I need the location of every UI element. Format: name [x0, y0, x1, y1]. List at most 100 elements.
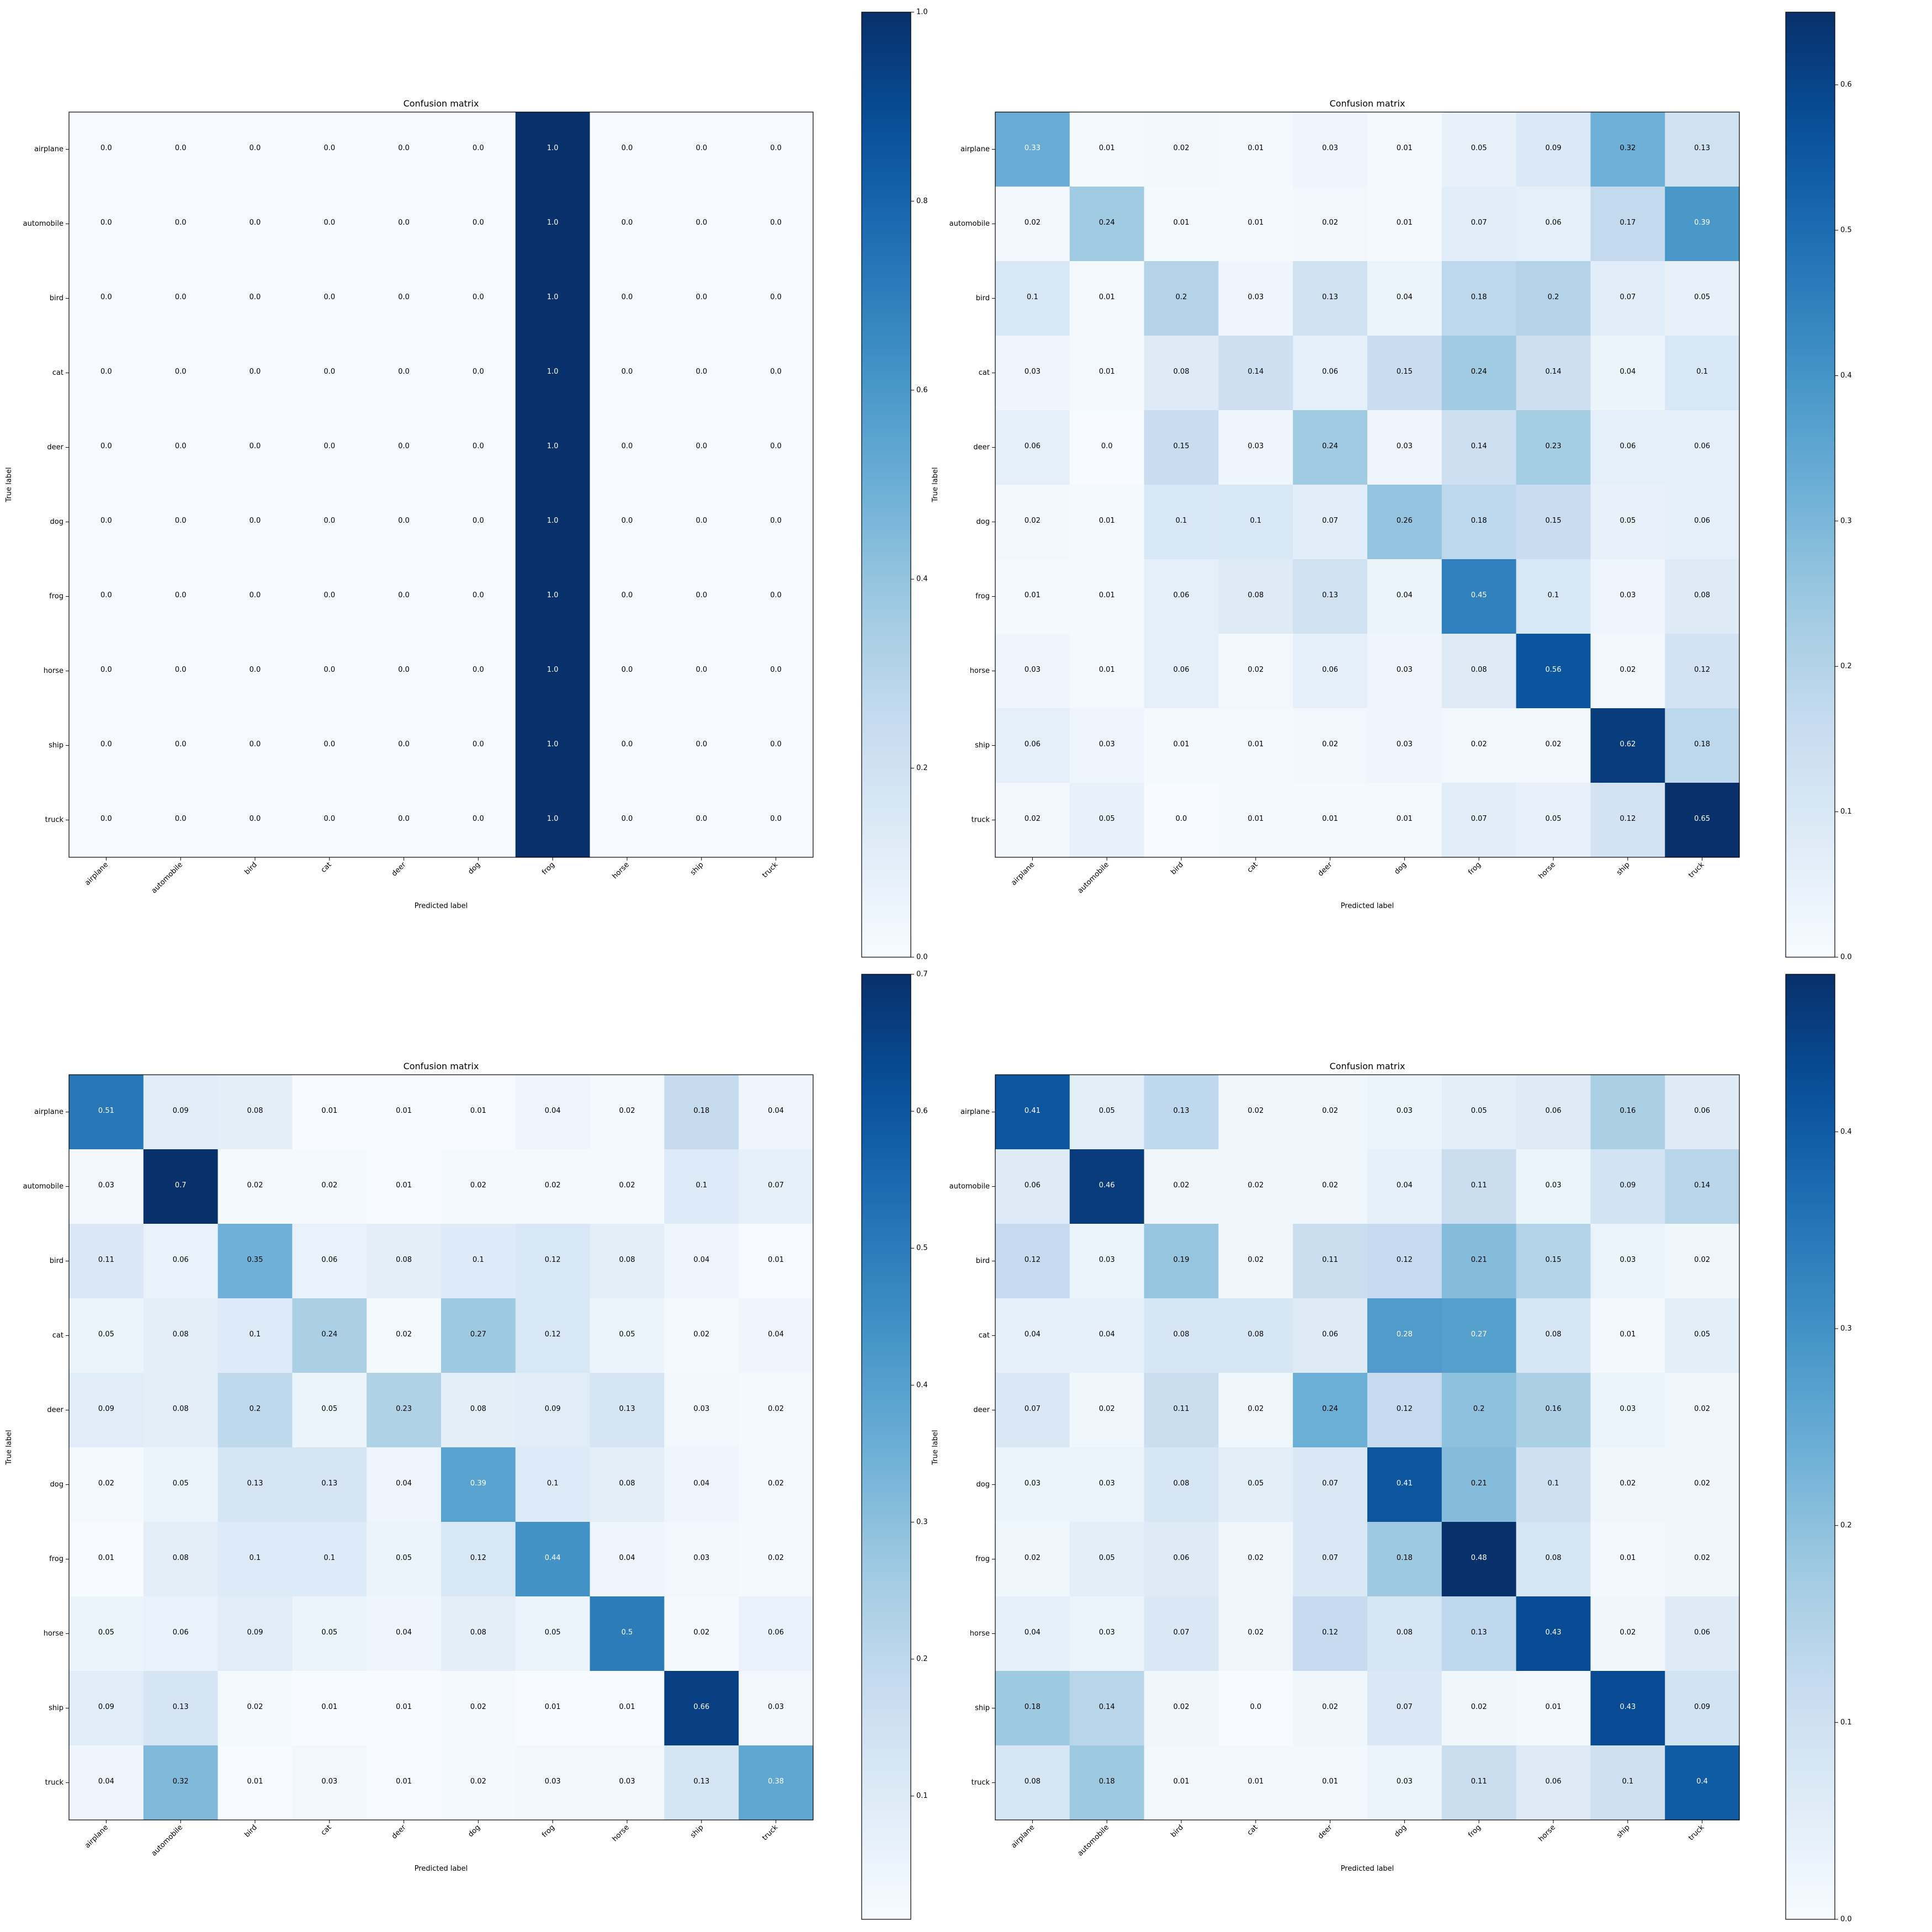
cell-value-label: 0.02: [1025, 517, 1041, 525]
heatmap-cell: [1516, 187, 1591, 262]
colorbar-tick-label: 0.5: [1840, 226, 1852, 235]
heatmap-cell: [441, 1745, 516, 1820]
heatmap-cell: [515, 485, 591, 560]
heatmap-cell: [590, 112, 665, 187]
heatmap-cell: [217, 1298, 293, 1373]
heatmap-cell: [739, 1075, 814, 1150]
cell-value-label: 0.05: [1099, 815, 1115, 823]
heatmap-cell: [1293, 1596, 1368, 1671]
heatmap-cell: [1367, 1447, 1442, 1522]
cell-value-label: 0.12: [1397, 1405, 1413, 1413]
cell-value-label: 0.06: [768, 1628, 784, 1637]
cell-value-label: 0.02: [693, 1330, 709, 1339]
cell-value-label: 0.01: [1174, 219, 1190, 227]
heatmap-cell: [1069, 1447, 1145, 1522]
cell-value-label: 0.05: [396, 1554, 412, 1562]
heatmap-cell: [1516, 1075, 1591, 1150]
cell-value-label: 0.05: [1248, 1479, 1264, 1488]
heatmap-cell: [367, 634, 442, 709]
heatmap-cell: [1665, 1298, 1740, 1373]
cell-value-label: 0.66: [693, 1703, 709, 1711]
heatmap-cell: [1293, 261, 1368, 336]
heatmap-cell: [1069, 1671, 1145, 1746]
heatmap-cell: [1516, 783, 1591, 858]
heatmap-cell: [143, 410, 219, 485]
colorbar: 0.0 0.1 0.2 0.3 0.4 0.5 0.6: [1785, 12, 1852, 962]
heatmap-cell: [1441, 783, 1517, 858]
cell-value-label: 0.05: [321, 1405, 337, 1413]
colorbar-tick-label: 0.1: [1840, 808, 1852, 816]
cell-value-label: 0.0: [250, 591, 261, 599]
cell-value-label: 0.65: [1694, 815, 1710, 823]
heatmap-cell: [1441, 1373, 1517, 1448]
x-tick-label: horse: [611, 1823, 631, 1843]
cell-value-label: 0.0: [398, 144, 410, 152]
cell-value-label: 0.01: [396, 1181, 412, 1190]
cell-value-label: 0.08: [173, 1330, 189, 1339]
x-tick-label: cat: [1246, 1823, 1260, 1837]
heatmap-cell: [1293, 1522, 1368, 1597]
heatmap-cell: [69, 1522, 144, 1597]
cell-value-label: 0.0: [1176, 815, 1187, 823]
y-tick-label: deer: [47, 443, 63, 452]
x-tick-label: ship: [689, 1823, 705, 1840]
cell-value-label: 0.02: [1620, 666, 1636, 674]
heatmap-cell: [367, 485, 442, 560]
heatmap-cell: [590, 187, 665, 262]
cell-value-label: 0.13: [1322, 591, 1338, 599]
cell-value-label: 0.0: [398, 219, 410, 227]
heatmap-cell: [1441, 1075, 1517, 1150]
cell-value-label: 0.0: [696, 591, 707, 599]
heatmap-cell: [1516, 112, 1591, 187]
cell-value-label: 0.0: [696, 666, 707, 674]
cell-value-label: 0.0: [250, 517, 261, 525]
heatmap-cell: [1590, 1075, 1665, 1150]
heatmap-cell: [292, 1596, 367, 1671]
heatmap-cell: [1069, 1075, 1145, 1150]
colorbar-tick-label: 0.7: [916, 970, 928, 979]
x-tick-label: airplane: [1010, 861, 1036, 887]
cell-value-label: 0.0: [473, 442, 484, 450]
cell-value-label: 0.0: [100, 442, 112, 450]
cell-value-label: 0.41: [1397, 1479, 1413, 1488]
cell-value-label: 0.0: [696, 293, 707, 301]
heatmap-cell: [995, 1224, 1070, 1299]
cell-value-label: 0.14: [1471, 442, 1487, 450]
heatmap-cell: [995, 112, 1070, 187]
cell-value-label: 0.08: [1248, 1330, 1264, 1339]
heatmap-cell: [1218, 187, 1293, 262]
heatmap-cell: [1293, 1745, 1368, 1820]
heatmap-cell: [1218, 261, 1293, 336]
heatmap-cell: [292, 559, 367, 634]
cell-value-label: 0.07: [1322, 1554, 1338, 1562]
heatmap-cell: [1590, 1298, 1665, 1373]
cell-value-label: 0.01: [98, 1554, 114, 1562]
cell-value-label: 0.0: [398, 666, 410, 674]
heatmap-cell: [1590, 1224, 1665, 1299]
cell-value-label: 0.04: [1620, 368, 1636, 376]
cell-value-label: 0.15: [1546, 517, 1562, 525]
cell-value-label: 0.15: [1174, 442, 1190, 450]
x-tick-label: dog: [1393, 1823, 1408, 1839]
heatmap-cell: [143, 1149, 219, 1224]
heatmap-cell: [69, 559, 144, 634]
heatmap-cell: [217, 1671, 293, 1746]
cell-value-label: 0.03: [98, 1181, 114, 1190]
x-tick-label: automobile: [1076, 1823, 1111, 1857]
heatmap-cell: [515, 1298, 591, 1373]
cell-value-label: 0.01: [1397, 144, 1413, 152]
cell-value-label: 0.28: [1397, 1330, 1413, 1339]
x-tick-label: dog: [466, 1823, 482, 1839]
cell-value-label: 0.13: [1694, 144, 1710, 152]
cell-value-label: 0.2: [1548, 293, 1559, 301]
cell-value-label: 0.01: [1099, 666, 1115, 674]
heatmap-cell: [1144, 1447, 1219, 1522]
heatmap-cell: [1218, 1447, 1293, 1522]
heatmap-cell: [1516, 1224, 1591, 1299]
colorbar-tick-label: 0.5: [916, 1244, 928, 1252]
heatmap-cell: [367, 187, 442, 262]
heatmap-cell: [1441, 1671, 1517, 1746]
heatmap-cell: [292, 261, 367, 336]
heatmap-cell: [739, 1373, 814, 1448]
heatmap-cell: [292, 1149, 367, 1224]
